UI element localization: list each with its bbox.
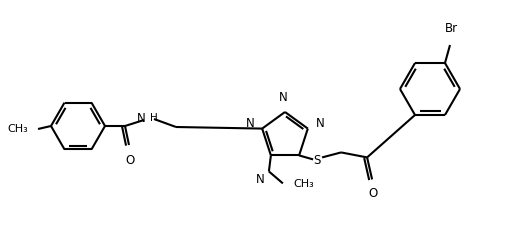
Text: Br: Br [444, 22, 457, 35]
Text: S: S [313, 154, 321, 167]
Text: N: N [246, 117, 254, 130]
Text: N: N [137, 112, 146, 124]
Text: N: N [279, 91, 287, 104]
Text: O: O [125, 154, 135, 167]
Text: CH₃: CH₃ [7, 124, 28, 134]
Text: N: N [256, 173, 265, 186]
Text: N: N [316, 117, 325, 130]
Text: H: H [150, 113, 158, 123]
Text: O: O [368, 187, 378, 200]
Text: CH₃: CH₃ [293, 179, 313, 189]
